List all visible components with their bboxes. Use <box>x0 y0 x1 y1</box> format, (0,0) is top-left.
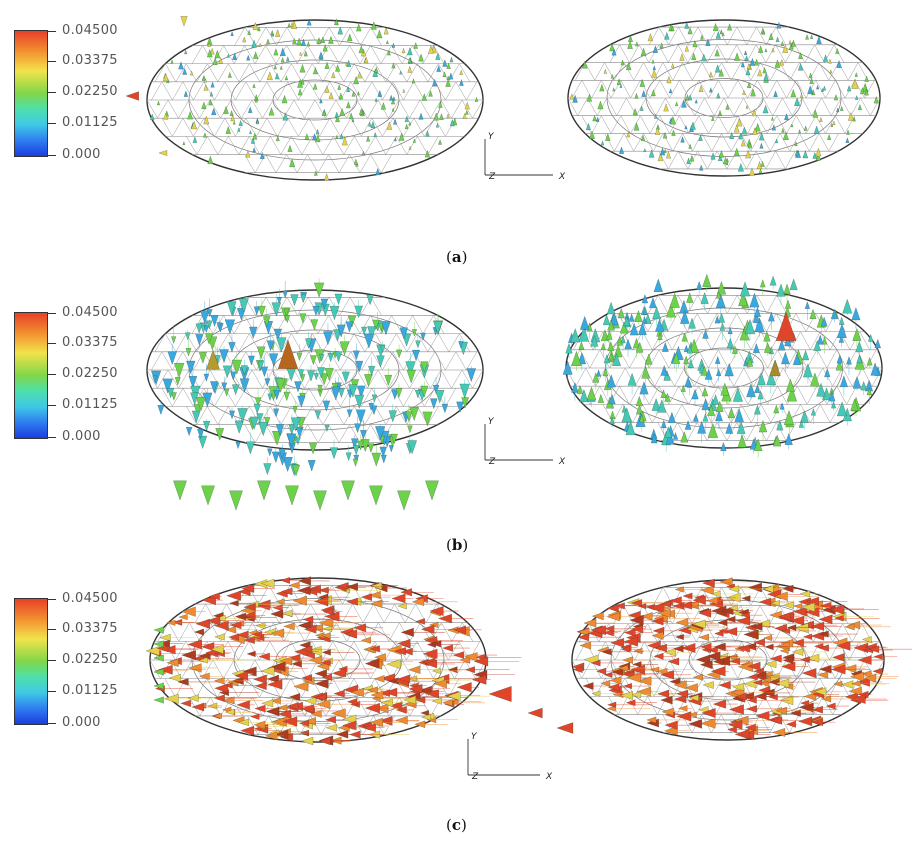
vector-field-c: Y Z X <box>145 576 913 782</box>
axis-x-label: X <box>545 772 553 782</box>
axis-z-label: Z <box>488 457 496 467</box>
caption-c: (c) <box>446 816 467 834</box>
caption-a: (a) <box>446 248 468 266</box>
colorbar-label-q1: 0.01125 <box>62 115 118 130</box>
axis-z-label: Z <box>471 772 479 782</box>
arrow-glyphs <box>145 576 522 746</box>
ellipsoid-mesh <box>146 19 484 181</box>
colorbar-label-min: 0.000 <box>62 715 101 730</box>
colorbar-c <box>14 598 48 725</box>
colorbar-label-max: 0.04500 <box>62 305 118 320</box>
vector-field-b: Y Z X <box>146 273 883 511</box>
axis-x-label: X <box>558 457 566 467</box>
axes-triad: Y Z X <box>484 132 566 182</box>
colorbar-b <box>14 312 48 439</box>
axes-triad: Y Z X <box>467 732 553 782</box>
axis-y-label: Y <box>488 417 495 427</box>
colorbar-label-min: 0.000 <box>62 147 101 162</box>
axes-triad: Y Z X <box>484 417 566 467</box>
panel-a: 0.04500 0.03375 0.02250 0.01125 0.000 Y Z… <box>0 0 917 270</box>
colorbar-label-q3: 0.03375 <box>62 53 118 68</box>
highlight-glyphs <box>125 16 859 157</box>
axis-z-label: Z <box>488 172 496 182</box>
axis-y-label: Y <box>488 132 495 142</box>
colorbar-label-q1: 0.01125 <box>62 397 118 412</box>
arrow-glyphs <box>562 273 882 458</box>
arrow-glyphs <box>149 18 479 181</box>
colorbar-label-max: 0.04500 <box>62 591 118 606</box>
colorbar-label-q1: 0.01125 <box>62 683 118 698</box>
colorbar-label-q3: 0.03375 <box>62 335 118 350</box>
highlight-glyphs <box>153 626 574 734</box>
highlight-glyphs <box>173 311 797 511</box>
arrow-glyphs <box>569 21 879 176</box>
axis-x-label: X <box>558 172 566 182</box>
ellipsoid-mesh <box>146 289 484 451</box>
colorbar-label-max: 0.04500 <box>62 23 118 38</box>
colorbar-label-q3: 0.03375 <box>62 621 118 636</box>
ellipsoid-mesh <box>567 19 881 177</box>
colorbar-label-mid: 0.02250 <box>62 366 118 381</box>
colorbar-label-mid: 0.02250 <box>62 84 118 99</box>
axis-y-label: Y <box>471 732 478 742</box>
colorbar-a <box>14 30 48 157</box>
arrow-glyphs <box>571 577 913 740</box>
panel-c: 0.04500 0.03375 0.02250 0.01125 0.000 Y Z… <box>0 560 917 842</box>
panel-b: 0.04500 0.03375 0.02250 0.01125 0.000 Y Z… <box>0 270 917 560</box>
colorbar-label-min: 0.000 <box>62 429 101 444</box>
arrow-glyphs <box>151 278 477 477</box>
caption-b: (b) <box>446 536 469 554</box>
vector-field-a: Y Z X <box>125 16 881 182</box>
colorbar-label-mid: 0.02250 <box>62 652 118 667</box>
